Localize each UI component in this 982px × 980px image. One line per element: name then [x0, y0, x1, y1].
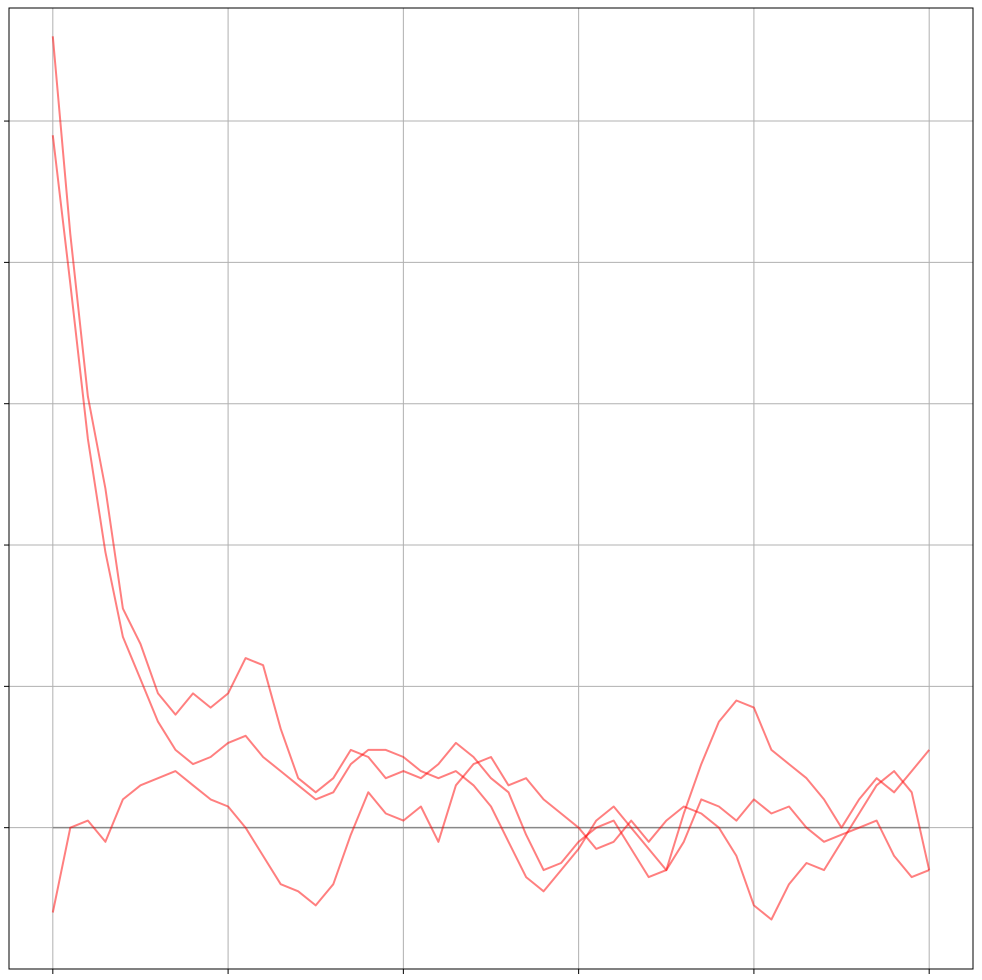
x-gridlines — [52, 8, 930, 969]
series-line-3 — [51, 756, 931, 921]
series-line-1 — [51, 36, 930, 879]
plot-background — [9, 8, 973, 969]
series-line-2 — [51, 135, 930, 893]
plot-frame — [8, 7, 974, 970]
y-axis-ticks — [4, 120, 9, 829]
x-axis-ticks — [52, 969, 930, 974]
series-lines — [51, 36, 931, 921]
